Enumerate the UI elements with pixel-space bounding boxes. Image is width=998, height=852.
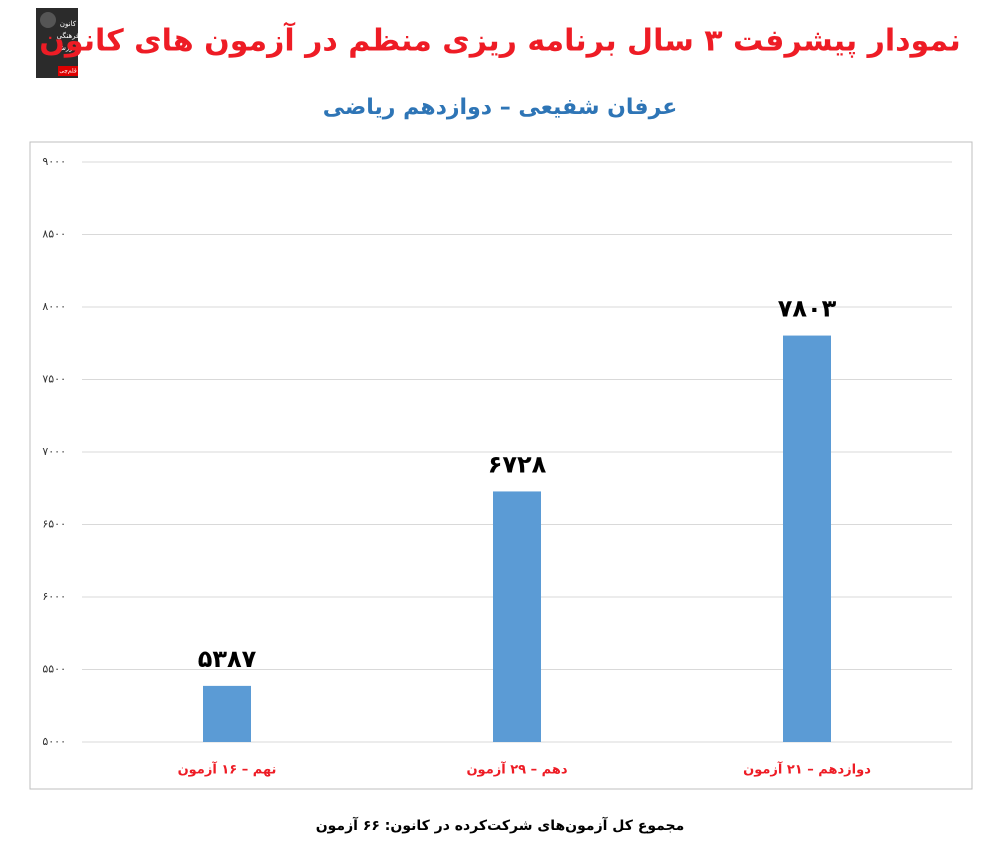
x-tick-label: نهم – ۱۶ آزمون [178, 761, 277, 778]
logo-badge [58, 66, 78, 76]
y-tick-label: ۵۵۰۰ [42, 663, 66, 676]
data-label: ۵۳۸۷ [198, 645, 257, 673]
logo-text: کانون [60, 20, 77, 28]
plot-frame [29, 141, 973, 790]
y-tick-label: ۶۵۰۰ [42, 518, 66, 531]
logo-head [40, 12, 56, 28]
x-tick-label: دوازدهم – ۲۱ آزمون [743, 761, 871, 778]
y-tick-label: ۷۵۰۰ [42, 373, 66, 386]
bar [783, 335, 831, 742]
logo-text: قلم‌چی [59, 68, 77, 75]
y-tick-label: ۵۰۰۰ [42, 735, 66, 748]
y-tick-label: ۷۰۰۰ [42, 445, 66, 458]
data-label: ۶۷۲۸ [488, 450, 547, 478]
logo-text: فرهنگی [57, 31, 80, 40]
y-tick-label: ۹۰۰۰ [42, 155, 66, 168]
y-tick-label: ۶۰۰۰ [42, 590, 66, 603]
bar [493, 491, 541, 742]
x-tick-label: دهم – ۲۹ آزمون [466, 761, 567, 778]
y-tick-label: ۸۰۰۰ [42, 300, 66, 313]
data-label: ۷۸۰۳ [778, 295, 837, 323]
chart-title: نمودار پیشرفت ۳ سال برنامه ریزی منظم در … [39, 22, 960, 59]
logo-text: آموزش [57, 43, 79, 52]
chart-subtitle: عرفان شفیعی – دوازدهم ریاضی [323, 95, 678, 120]
y-tick-label: ۸۵۰۰ [42, 228, 66, 241]
logo: کانون فرهنگی آموزش قلم‌چی [36, 8, 80, 78]
caption: مجموع کل آزمون‌های شرکت‌کرده در کانون: ۶… [316, 816, 685, 834]
bar [203, 685, 251, 742]
